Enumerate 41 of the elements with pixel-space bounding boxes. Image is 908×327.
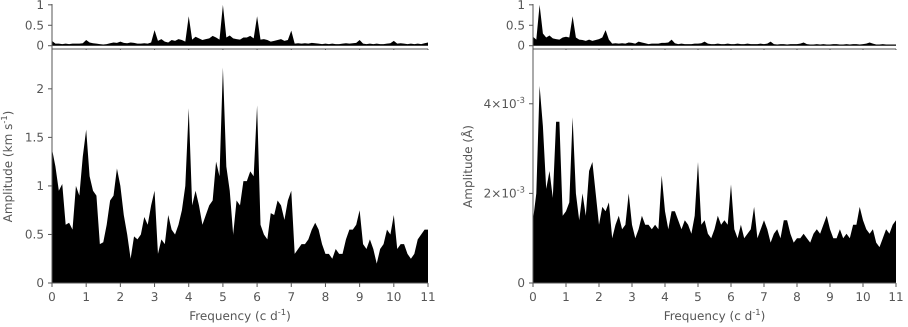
x-tick-label: 6 bbox=[727, 290, 735, 304]
x-tick-label: 11 bbox=[888, 290, 904, 304]
x-tick-label: 10 bbox=[855, 290, 871, 304]
x-tick-label: 4 bbox=[184, 290, 193, 304]
y-tick-label: 0 bbox=[36, 276, 44, 290]
x-tick-label: 9 bbox=[826, 290, 834, 304]
x-tick-label: 5 bbox=[694, 290, 702, 304]
x-tick-label: 0 bbox=[529, 290, 537, 304]
x-tick-label: 5 bbox=[219, 290, 227, 304]
x-tick-label: 2 bbox=[116, 290, 124, 304]
x-tick-label: 9 bbox=[356, 290, 364, 304]
x-tick-label: 10 bbox=[386, 290, 402, 304]
y-tick-label: 0.5 bbox=[506, 18, 525, 32]
x-tick-label: 11 bbox=[420, 290, 436, 304]
x-tick-label: 3 bbox=[150, 290, 158, 304]
y-tick-label: 2 bbox=[36, 82, 44, 96]
x-tick-label: 2 bbox=[595, 290, 603, 304]
y-tick-label: 0 bbox=[517, 38, 525, 53]
y-tick-label: 0 bbox=[517, 276, 525, 290]
y-tick-label: 4×10$^{-3}$ bbox=[484, 94, 525, 111]
x-tick-label: 7 bbox=[760, 290, 768, 304]
x-tick-label: 0 bbox=[48, 290, 56, 304]
y-axis-title: Amplitude (Å) bbox=[460, 125, 475, 208]
x-tick-label: 4 bbox=[661, 290, 669, 304]
x-tick-label: 3 bbox=[628, 290, 636, 304]
y-tick-label: 2×10$^{-3}$ bbox=[484, 184, 525, 200]
x-axis-title: Frequency (c d$^{-1}$) bbox=[189, 307, 291, 323]
y-tick-label: 1 bbox=[517, 0, 525, 12]
y-tick-label: 1.5 bbox=[24, 130, 44, 144]
x-tick-label: 6 bbox=[253, 290, 261, 304]
y-tick-label: 0 bbox=[36, 38, 44, 53]
y-tick-label: 0.5 bbox=[24, 227, 44, 242]
x-tick-label: 8 bbox=[793, 290, 801, 304]
y-tick-label: 0.5 bbox=[24, 18, 44, 32]
y-tick-label: 1 bbox=[36, 178, 44, 193]
x-tick-label: 7 bbox=[287, 290, 296, 304]
x-tick-label: 1 bbox=[82, 290, 90, 304]
y-tick-label: 1 bbox=[36, 0, 44, 12]
x-tick-label: 1 bbox=[562, 290, 570, 304]
x-axis-title: Frequency (c d$^{-1}$) bbox=[664, 307, 766, 323]
x-tick-label: 8 bbox=[322, 290, 330, 304]
